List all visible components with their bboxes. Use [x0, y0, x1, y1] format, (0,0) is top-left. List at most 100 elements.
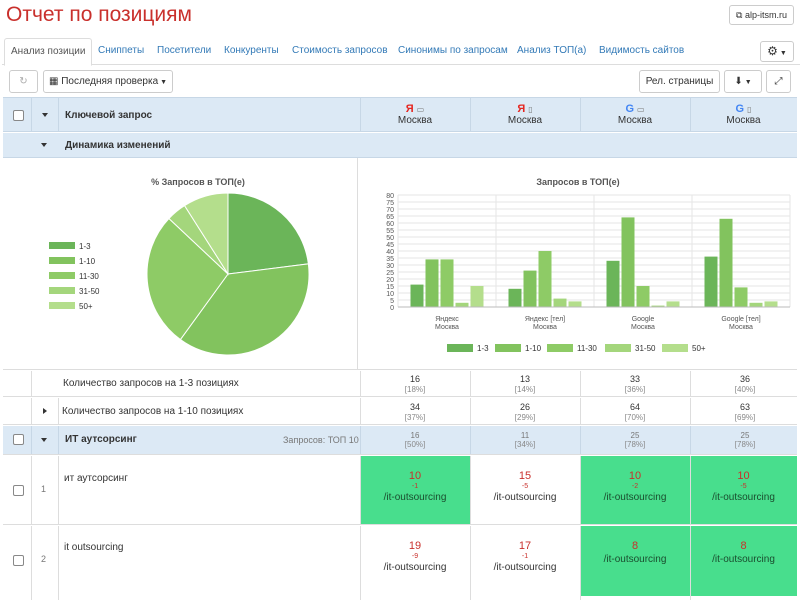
- column-google-mobile[interactable]: G ▯ Москва: [726, 103, 761, 126]
- y-tick-label: 50: [386, 235, 394, 242]
- caret-down-icon[interactable]: [41, 438, 47, 442]
- keyword-text[interactable]: ит аутсорсинг: [64, 473, 128, 484]
- settings-button[interactable]: ⚙ ▼: [760, 41, 794, 62]
- x-tick-label: Яндекс: [435, 316, 459, 323]
- chevron-down-icon: ▼: [742, 79, 752, 86]
- bar-legend-label: 11-30: [577, 344, 597, 353]
- position-cell[interactable]: 10 -5/it-outsourcing: [690, 456, 797, 524]
- pie-legend-label: 1-3: [79, 242, 91, 251]
- row-number: 2: [41, 554, 47, 564]
- column-yandex-desktop[interactable]: Я ▭ Москва: [397, 103, 433, 126]
- position-cell[interactable]: 10 -2/it-outsourcing: [580, 456, 690, 524]
- table-row[interactable]: 2 it outsourcing 19 -9/it-outsourcing 17-…: [3, 526, 797, 600]
- download-button[interactable]: ⬇ ▼: [724, 70, 762, 93]
- group-row: ИТ аутсорсинг Запросов: ТОП 10 16 [50%] 1…: [3, 426, 797, 455]
- row-checkbox[interactable]: [13, 485, 24, 496]
- pie-legend-swatch: [49, 302, 75, 309]
- position-cell[interactable]: 10 -1/it-outsourcing: [360, 456, 470, 524]
- column-yandex-mobile[interactable]: Я ▯ Москва: [507, 103, 543, 126]
- chevron-down-icon: ▼: [158, 79, 168, 86]
- pie-legend-label: 11-30: [79, 272, 99, 281]
- tab-query-cost[interactable]: Стоимость запросов: [292, 45, 388, 56]
- x-tick-label: Москва: [729, 324, 753, 331]
- tab-visitors[interactable]: Посетители: [157, 45, 212, 56]
- bar-1-3: [508, 288, 522, 307]
- tab-position-analysis[interactable]: Анализ позиции: [4, 38, 93, 66]
- y-tick-label: 65: [386, 214, 394, 221]
- bar-31-50: [651, 305, 665, 307]
- bar-1-3: [704, 256, 718, 307]
- column-google-desktop[interactable]: G ▭ Москва: [617, 103, 653, 126]
- bar-1-3: [606, 260, 620, 307]
- bar-31-50: [553, 298, 567, 307]
- bar-50+: [764, 301, 778, 307]
- gear-icon: ⚙: [767, 44, 778, 58]
- site-button[interactable]: ⧉ alp-itsm.ru: [729, 5, 794, 25]
- group-stat-cell: 25 [78%]: [734, 431, 756, 449]
- dynamics-label: Динамика изменений: [65, 140, 171, 151]
- y-tick-label: 20: [386, 277, 394, 284]
- bar-50+: [568, 301, 582, 307]
- pie-slice-1-10: [179, 263, 310, 356]
- stat-cell: 34 [37%]: [404, 402, 426, 422]
- keyword-column-header[interactable]: Ключевой запрос: [65, 110, 153, 121]
- desktop-icon: ▭: [637, 105, 645, 114]
- tab-synonyms[interactable]: Синонимы по запросам: [398, 45, 508, 56]
- caret-down-icon[interactable]: [42, 113, 48, 117]
- position-cell[interactable]: 15 -5/it-outsourcing: [493, 470, 557, 503]
- stat-cell: 63 [69%]: [734, 402, 756, 422]
- stat-cell: 26 [29%]: [514, 402, 536, 422]
- y-tick-label: 5: [390, 298, 394, 305]
- tab-snippets[interactable]: Сниппеты: [98, 45, 145, 56]
- stat-cell: 36 [40%]: [734, 374, 756, 394]
- expand-button[interactable]: ⤢: [766, 70, 791, 93]
- bar-legend-swatch: [662, 344, 688, 352]
- stat-row-top10: Количество запросов на 1-10 позициях 34[…: [3, 398, 797, 425]
- bar-31-50: [455, 302, 469, 307]
- y-tick-label: 75: [386, 200, 394, 207]
- position-cell[interactable]: 8/it-outsourcing: [580, 526, 690, 596]
- x-tick-label: Москва: [533, 324, 557, 331]
- row-number: 1: [41, 484, 47, 494]
- download-icon: ⬇: [734, 76, 743, 87]
- pie-slice-11-30: [146, 217, 229, 341]
- stat-cell: 16 [18%]: [404, 374, 426, 394]
- tab-top-analysis[interactable]: Анализ ТОП(а): [517, 45, 587, 56]
- y-tick-label: 45: [386, 242, 394, 249]
- rel-pages-button[interactable]: Рел. страницы: [639, 70, 720, 93]
- caret-right-icon[interactable]: [43, 408, 47, 414]
- chevron-down-icon: ▼: [777, 50, 787, 57]
- bar-legend-label: 31-50: [635, 344, 656, 353]
- caret-down-icon[interactable]: [41, 143, 47, 147]
- y-tick-label: 35: [386, 256, 394, 263]
- external-link-icon: ⧉: [736, 10, 745, 20]
- keyword-text[interactable]: it outsourcing: [64, 542, 124, 553]
- position-cell[interactable]: 19 -9/it-outsourcing: [383, 540, 447, 573]
- y-tick-label: 30: [386, 263, 394, 270]
- group-stat-cell: 11 [34%]: [514, 431, 536, 449]
- group-checkbox[interactable]: [13, 434, 24, 445]
- bar-legend-swatch: [547, 344, 573, 352]
- bar-11-30: [734, 287, 748, 307]
- refresh-button[interactable]: ↻: [9, 70, 38, 93]
- pie-legend-swatch: [49, 272, 75, 279]
- last-check-dropdown[interactable]: ▦ Последняя проверка ▼: [43, 70, 173, 93]
- stat-label: Количество запросов на 1-3 позициях: [63, 378, 239, 389]
- bar-chart: Запросов в ТОП(е)05101520253035404550556…: [386, 177, 791, 353]
- group-stat-cell: 16 [50%]: [404, 431, 426, 449]
- row-checkbox[interactable]: [13, 555, 24, 566]
- y-tick-label: 25: [386, 270, 394, 277]
- select-all-checkbox[interactable]: [13, 110, 24, 121]
- mobile-icon: ▯: [528, 105, 533, 114]
- pie-legend-label: 1-10: [79, 257, 96, 266]
- bar-legend-swatch: [447, 344, 473, 352]
- pie-legend-swatch: [49, 257, 75, 264]
- position-cell[interactable]: 8/it-outsourcing: [690, 526, 797, 596]
- table-row[interactable]: 1 ит аутсорсинг 10 -1/it-outsourcing 15 -5…: [3, 456, 797, 525]
- tab-competitors[interactable]: Конкуренты: [224, 45, 279, 56]
- bar-1-3: [410, 284, 424, 307]
- desktop-icon: ▭: [416, 105, 425, 114]
- position-cell[interactable]: 17 -1/it-outsourcing: [493, 540, 557, 573]
- bar-1-10: [523, 270, 537, 307]
- tab-site-visibility[interactable]: Видимость сайтов: [599, 45, 685, 56]
